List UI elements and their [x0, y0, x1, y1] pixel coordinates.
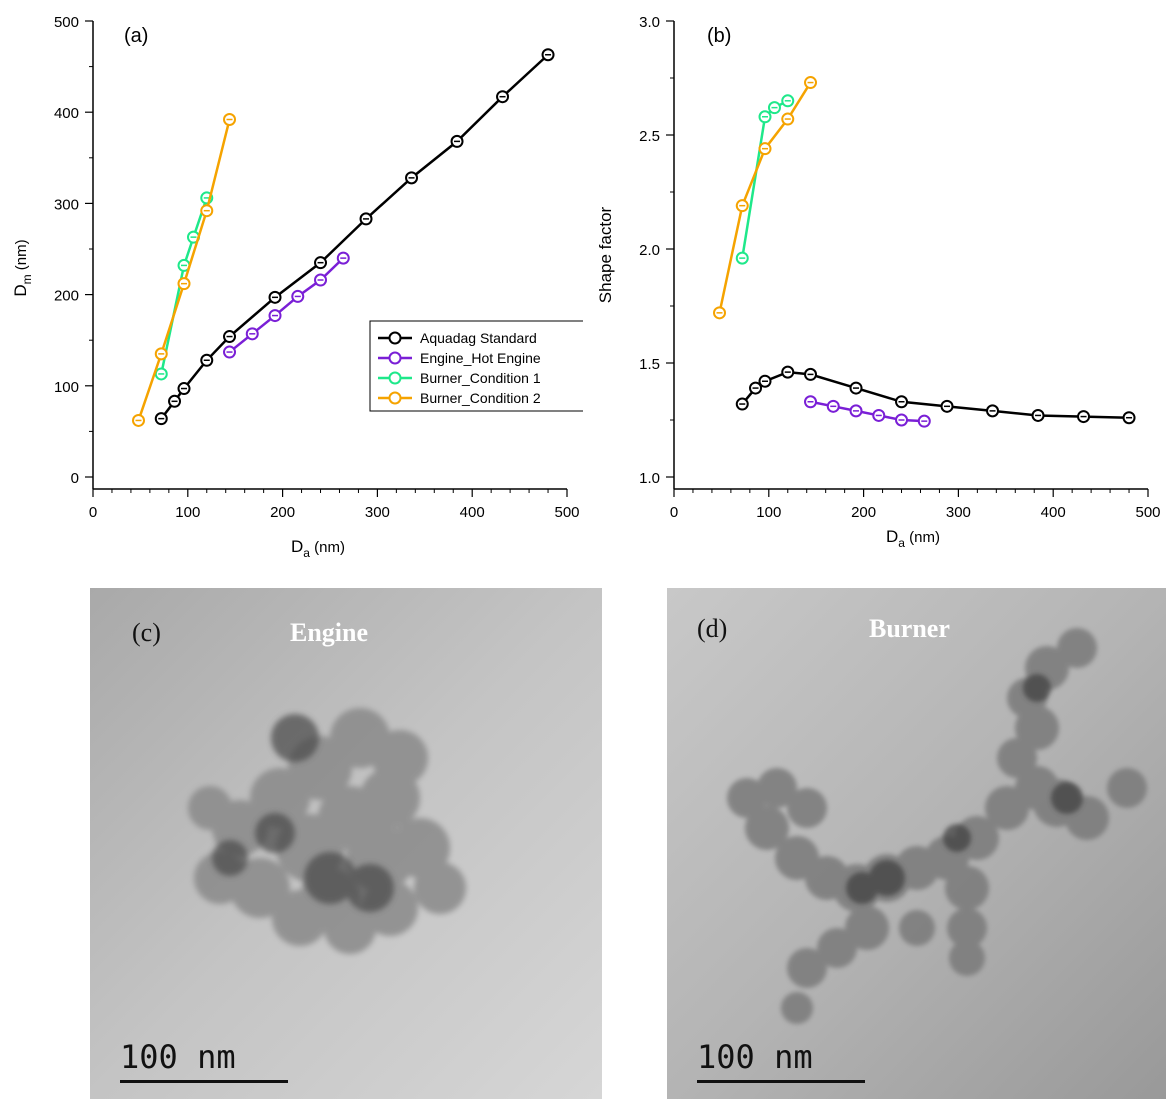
- chart-a-legend: Aquadag Standard Engine_Hot Engine Burner_…: [369, 320, 583, 412]
- series-burner-condition-2: [132, 112, 237, 427]
- legend-item-burner-condition-1: Burner_Condition 1: [378, 370, 541, 386]
- legend-label: Aquadag Standard: [420, 330, 537, 346]
- chart-b-axes: 1.0 1.5 2.0 2.5 3.0 0 100 200 300 400 500: [639, 14, 1160, 521]
- chart-a-panel-label: (a): [124, 25, 148, 47]
- legend-item-aquadag-standard: Aquadag Standard: [378, 330, 537, 346]
- x-tick-label: 200: [851, 504, 876, 521]
- tem-d-title: Burner: [869, 614, 950, 643]
- x-tick-label: 500: [554, 504, 579, 521]
- x-tick-label: 100: [756, 504, 781, 521]
- chart-b-series: [713, 76, 1136, 428]
- chart-a-axes: 0 100 200 300 400 500 0 100 200 300 400 500: [54, 14, 580, 521]
- y-tick-label: 2.0: [639, 242, 660, 259]
- series-line: [741, 370, 1130, 419]
- y-tick-label: 100: [54, 379, 79, 396]
- series-series-3: [713, 76, 818, 320]
- x-tick-label: 400: [460, 504, 485, 521]
- chart-a: 0 100 200 300 400 500 0 100 200 300 400 500 (a) Dm …: [11, 14, 583, 560]
- x-tick-label: 500: [1135, 504, 1160, 521]
- series-aquadag-standard: [154, 48, 555, 426]
- series-engine-hot-engine: [223, 251, 350, 359]
- y-tick-label: 0: [71, 470, 79, 487]
- tem-c-scale-text: 100 nm: [120, 1038, 236, 1076]
- tem-c-label: (c): [132, 618, 161, 647]
- chart-a-xlabel: Da (nm): [291, 537, 345, 560]
- x-tick-label: 300: [365, 504, 390, 521]
- tem-d-scale-text: 100 nm: [697, 1038, 813, 1076]
- chart-b-xlabel: Da (nm): [886, 527, 940, 550]
- chart-a-ylabel: Dm (nm): [11, 239, 34, 296]
- y-tick-label: 500: [54, 14, 79, 31]
- tem-d-scale-bar: [697, 1080, 865, 1083]
- legend-item-burner-condition-2: Burner_Condition 2: [378, 390, 541, 406]
- tem-engine-picture: [90, 588, 602, 1099]
- y-tick-label: 1.5: [639, 356, 660, 373]
- legend-marker: [388, 331, 402, 345]
- legend-label: Engine_Hot Engine: [420, 350, 541, 366]
- y-tick-label: 1.0: [639, 470, 660, 487]
- x-tick-label: 300: [946, 504, 971, 521]
- tem-c-scale-bar: [120, 1080, 288, 1083]
- y-tick-label: 400: [54, 105, 79, 122]
- chart-b: 1.0 1.5 2.0 2.5 3.0 0 100 200 300 400 500 (b) Shap…: [596, 14, 1161, 550]
- chart-a-series: [132, 48, 555, 427]
- tem-d-label: (d): [697, 614, 728, 643]
- legend-box: [369, 320, 583, 412]
- legend-marker: [388, 391, 402, 405]
- tem-burner-picture: [667, 588, 1166, 1099]
- legend-marker: [388, 351, 402, 365]
- legend-item-engine-hot-engine: Engine_Hot Engine: [378, 350, 541, 366]
- tem-image-burner: (d) Burner 100 nm: [667, 588, 1166, 1099]
- y-tick-label: 3.0: [639, 14, 660, 31]
- legend-marker: [388, 371, 402, 385]
- series-series-1: [804, 395, 931, 428]
- y-tick-label: 200: [54, 288, 79, 305]
- x-tick-label: 0: [670, 504, 678, 521]
- tem-c-title: Engine: [290, 618, 369, 647]
- series-line: [741, 99, 789, 259]
- x-tick-label: 200: [270, 504, 295, 521]
- chart-b-panel-label: (b): [707, 25, 731, 47]
- x-tick-label: 400: [1041, 504, 1066, 521]
- legend-label: Burner_Condition 1: [420, 370, 541, 386]
- series-line: [228, 257, 345, 354]
- legend-label: Burner_Condition 2: [420, 390, 541, 406]
- series-series-2: [735, 94, 795, 265]
- x-tick-label: 0: [89, 504, 97, 521]
- chart-b-ylabel: Shape factor: [596, 206, 615, 303]
- x-tick-label: 100: [175, 504, 200, 521]
- series-series-0: [735, 365, 1136, 425]
- y-tick-label: 2.5: [639, 128, 660, 145]
- tem-image-engine: (c) Engine 100 nm: [90, 588, 602, 1099]
- y-tick-label: 300: [54, 196, 79, 213]
